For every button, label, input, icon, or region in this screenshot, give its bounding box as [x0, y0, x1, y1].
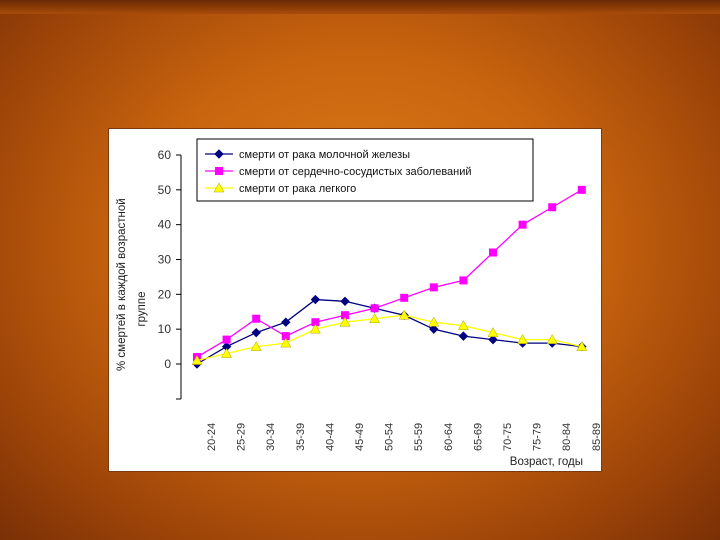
x-tick-label-group: 55-59	[413, 423, 425, 451]
x-tick-label-group: 40-44	[324, 423, 336, 451]
data-point	[280, 337, 292, 348]
legend-label: смерти от сердечно-сосудистых заболевани…	[239, 166, 472, 178]
x-tick-label: 35-39	[295, 423, 307, 451]
data-point	[222, 335, 231, 344]
y-tick-label: 30	[158, 253, 172, 267]
x-tick-label: 60-64	[443, 423, 455, 451]
data-point	[429, 283, 438, 292]
data-point	[518, 220, 527, 229]
data-point	[370, 304, 379, 313]
slide-top-band	[0, 0, 720, 14]
x-tick-label: 30-34	[265, 423, 277, 451]
data-point	[517, 334, 529, 344]
x-tick-label-group: 60-64	[443, 423, 455, 451]
data-point	[488, 334, 498, 345]
x-tick-label: 20-24	[206, 423, 218, 451]
x-tick-label: 85-89	[591, 423, 601, 451]
series-2	[193, 185, 586, 362]
x-tick-label-group: 70-75	[502, 423, 514, 451]
data-point	[458, 331, 469, 341]
data-point	[250, 341, 262, 351]
data-point	[191, 355, 203, 365]
y-axis-title-line1: % смертей в каждой возрастной	[116, 198, 128, 371]
data-point	[489, 248, 497, 257]
data-point	[251, 327, 261, 338]
data-point	[214, 149, 224, 159]
legend-box	[196, 138, 534, 202]
data-point	[369, 313, 381, 323]
data-point	[281, 332, 290, 341]
data-point	[339, 316, 351, 327]
data-point	[487, 327, 499, 337]
data-point	[398, 309, 410, 320]
x-tick-label-group: 50-54	[384, 423, 396, 451]
x-tick-label: 40-44	[324, 423, 336, 451]
legend-item: смерти от рака молочной железы	[205, 149, 410, 161]
legend-item: смерти от рака легкого	[205, 182, 356, 195]
legend-label: смерти от рака легкого	[239, 183, 356, 195]
x-tick-label-group: 35-39	[295, 423, 307, 451]
data-point	[546, 334, 558, 344]
data-point	[215, 167, 223, 175]
x-tick-label-group: 30-34	[265, 423, 277, 451]
x-axis-title: Возраст, годы	[510, 456, 583, 468]
x-tick-label: 75-79	[532, 423, 544, 451]
data-point	[548, 203, 557, 212]
x-tick-label: 25-29	[236, 423, 248, 451]
series-line	[196, 314, 582, 362]
legend: смерти от рака молочной железы смерти от …	[196, 138, 534, 202]
data-point	[310, 294, 321, 305]
x-tick-label-group: 75-79	[532, 423, 544, 451]
chart-panel: 0 10 20 30 40 50 60 20-24 25-29 30-34 35-39 40-44 4…	[108, 128, 602, 472]
y-tick-label: 50	[158, 183, 172, 197]
data-point	[400, 293, 409, 302]
legend-item: смерти от сердечно-сосудистых заболевани…	[205, 166, 472, 178]
x-tick-label: 70-75	[502, 423, 514, 451]
x-tick-label-group: 45-49	[354, 423, 366, 451]
x-tick-label-group: 20-24	[206, 423, 218, 451]
line-chart: 0 10 20 30 40 50 60 20-24 25-29 30-34 35-39 40-44 4…	[116, 138, 601, 468]
data-point	[221, 348, 233, 358]
x-tick-label-group: 80-84	[561, 423, 573, 451]
x-tick-label: 55-59	[413, 423, 425, 451]
y-tick-label: 0	[164, 357, 171, 371]
y-tick-label: 10	[158, 322, 172, 336]
data-point	[311, 318, 320, 327]
data-point	[457, 320, 469, 330]
x-tick-label: 50-54	[384, 423, 396, 451]
data-point	[459, 276, 468, 285]
data-point	[281, 317, 291, 327]
x-tick-label: 45-49	[354, 423, 366, 451]
legend-label: смерти от рака молочной железы	[239, 149, 410, 161]
series-1	[192, 294, 587, 369]
series-line	[196, 189, 583, 358]
x-tick-label-group: 85-89	[591, 423, 601, 451]
data-point	[252, 314, 261, 323]
data-point	[428, 316, 440, 327]
series-3	[191, 309, 588, 365]
data-point	[309, 323, 321, 334]
data-point	[429, 324, 439, 334]
x-tick-label: 65-69	[472, 423, 484, 451]
data-point	[213, 182, 225, 193]
data-point	[576, 341, 588, 351]
data-point	[577, 185, 586, 194]
x-tick-label-group: 25-29	[236, 423, 248, 451]
y-axis-title-line2: группе	[136, 291, 148, 326]
data-point	[341, 311, 349, 320]
x-tick-label: 80-84	[561, 423, 573, 451]
data-point	[340, 296, 350, 307]
y-tick-label: 20	[158, 287, 172, 301]
y-tick-label: 40	[158, 218, 172, 232]
x-tick-label-group: 65-69	[472, 423, 484, 451]
y-tick-label: 60	[158, 148, 172, 162]
series-line	[196, 298, 582, 365]
